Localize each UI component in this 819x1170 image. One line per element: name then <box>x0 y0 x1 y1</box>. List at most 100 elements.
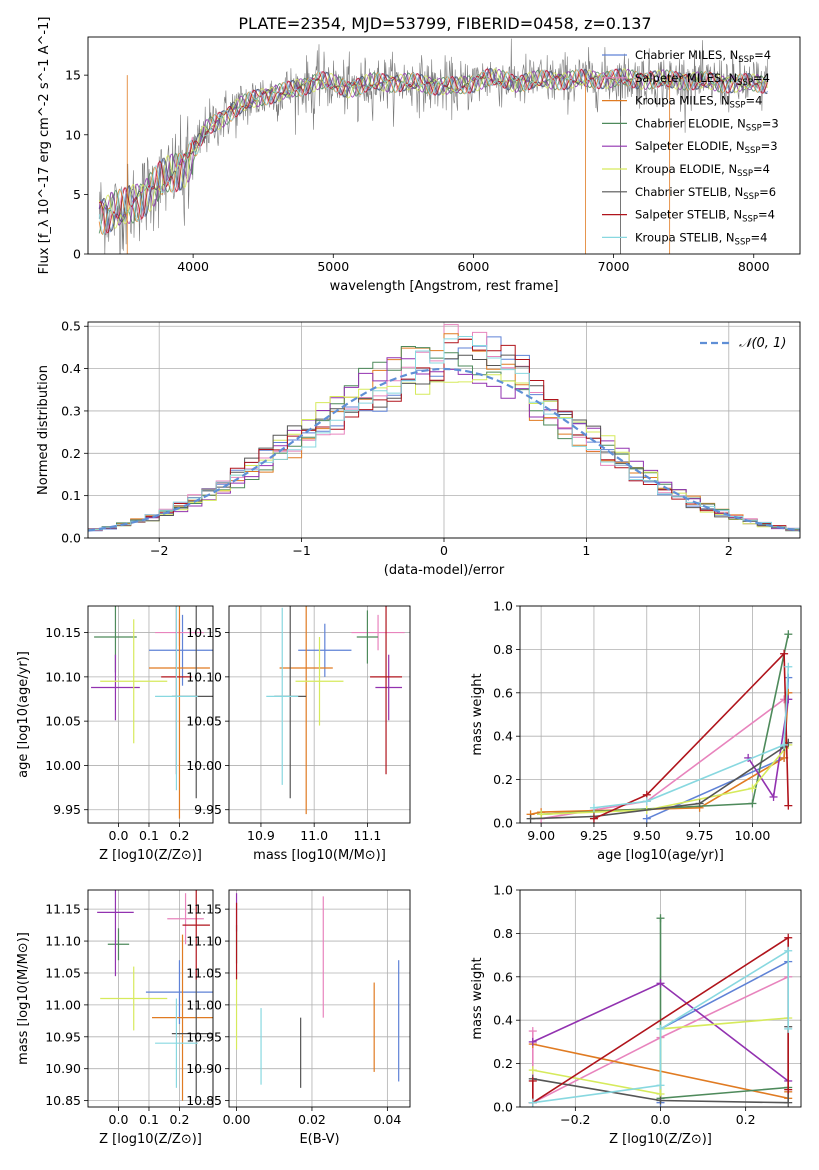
y-tick-label: 11.00 <box>45 997 81 1012</box>
x-tick-label: 7000 <box>598 259 630 274</box>
x-tick-label: 10.00 <box>735 828 771 843</box>
legend-label-count: =6 <box>759 185 776 199</box>
legend-label: Salpeter ELODIE, NSSP=3 <box>635 139 778 156</box>
legend-label: 𝒩(0, 1) <box>739 336 786 351</box>
legend-label-count: =4 <box>753 162 770 176</box>
y-tick-label: 10.90 <box>186 1061 222 1076</box>
legend-label: Chabrier ELODIE, NSSP=3 <box>635 116 779 133</box>
x-axis-label: age [log10(age/yr)] <box>597 848 724 863</box>
y-tick-label: 11.00 <box>186 997 222 1012</box>
mass_vs_Z-points <box>97 890 213 1101</box>
y-tick-label: 0.5 <box>61 319 81 334</box>
spectrum-model-chabrier-elodie <box>98 69 768 234</box>
age_vs_mass-points <box>266 606 405 815</box>
mass_weight_vs_Z-axes: −0.2 0.0 0.2 0.0 0.2 0.4 0.6 0.8 1.0 Z [log10(Z/Z… <box>470 883 802 1147</box>
y-axis-label: Flux [f_λ 10^-17 erg cm^-2 s^-1 A^-1] <box>37 17 52 275</box>
y-axis-label: mass weight <box>470 957 485 1039</box>
y-tick-label: 0.0 <box>493 1100 513 1115</box>
residuals-axes: −2 −1 0 1 2 0.0 0.1 0.2 0.3 0.4 0.5 (data-model)/er… <box>36 319 801 578</box>
legend-subscript: SSP <box>737 169 753 179</box>
x-tick-label: 9.25 <box>580 828 608 843</box>
line-salpeter-stelib <box>593 651 790 820</box>
y-tick-label: 11.15 <box>45 902 81 917</box>
y-tick-label: 1.0 <box>493 599 513 614</box>
x-tick-label: 0.2 <box>736 1112 756 1127</box>
age_vs_Z-axes: 0.0 0.1 0.2 9.95 10.00 10.05 10.10 10.15 Z [log1… <box>16 605 214 863</box>
legend-label-count: =4 <box>754 48 771 62</box>
y-tick-label: 0.0 <box>493 816 513 831</box>
x-tick-label: 8000 <box>738 259 770 274</box>
x-tick-label: 0.0 <box>109 828 129 843</box>
x-tick-label: 9.75 <box>686 828 714 843</box>
plot-frame <box>228 889 411 1108</box>
x-tick-label: 0.1 <box>139 828 159 843</box>
mass_vs_ebv-points <box>235 893 400 1088</box>
x-tick-label: 0.02 <box>298 1112 326 1127</box>
y-tick-label: 10.15 <box>45 625 81 640</box>
y-tick-label: 11.15 <box>186 902 222 917</box>
y-tick-label: 0.6 <box>493 969 513 984</box>
y-tick-label: 0.4 <box>493 729 513 744</box>
age_vs_Z-points <box>91 606 213 819</box>
x-tick-label: 5000 <box>317 259 349 274</box>
y-axis-label: mass [log10(M/M⊙)] <box>16 932 31 1065</box>
residuals-legend: 𝒩(0, 1) <box>700 336 786 351</box>
y-tick-label: 10.00 <box>45 758 81 773</box>
y-tick-label: 10.05 <box>45 714 81 729</box>
y-tick-label: 10.90 <box>45 1061 81 1076</box>
y-tick-label: 0.3 <box>61 403 81 418</box>
y-tick-label: 0.1 <box>61 488 81 503</box>
y-tick-label: 10.95 <box>186 1029 222 1044</box>
legend-subscript: SSP <box>743 192 759 202</box>
legend-label-count: =3 <box>761 139 778 153</box>
x-tick-label: 1 <box>582 543 590 558</box>
line-salpeter-miles <box>540 692 789 820</box>
legend-label-count: =4 <box>758 208 775 222</box>
y-tick-label: 10.95 <box>45 1029 81 1044</box>
mass_weight_vs_Z-lines <box>528 914 793 1107</box>
x-tick-label: 4000 <box>177 259 209 274</box>
mass_vs_ebv-axes: 0.00 0.02 0.04 10.85 10.90 10.95 11.00 11.05 11.… <box>186 889 411 1147</box>
y-axis-label: age [log10(age/yr)] <box>16 651 31 778</box>
legend-subscript: SSP <box>738 55 754 65</box>
age_vs_mass-axes: 10.9 11.0 11.1 9.95 10.00 10.05 10.10 10.15 mass… <box>186 605 411 863</box>
spectrum-axes: 4000 5000 6000 7000 8000 0 5 10 15 wavelength [An… <box>37 17 801 294</box>
legend-label-count: =4 <box>745 94 762 108</box>
y-tick-label: 0.2 <box>61 446 81 461</box>
plot-frame <box>87 36 801 255</box>
legend-subscript: SSP <box>737 78 753 88</box>
x-tick-label: 2 <box>725 543 733 558</box>
y-tick-label: 0.8 <box>493 926 513 941</box>
y-tick-label: 10.00 <box>186 758 222 773</box>
legend-label-count: =4 <box>753 71 770 85</box>
y-tick-label: 0.2 <box>493 1056 513 1071</box>
x-tick-label: −1 <box>292 543 310 558</box>
x-tick-label: 0.0 <box>109 1112 129 1127</box>
legend-label: Chabrier STELIB, NSSP=6 <box>635 185 776 202</box>
x-axis-label: Z [log10(Z/Z⊙)] <box>99 848 202 863</box>
spectrum-series <box>98 38 768 254</box>
y-tick-label: 11.10 <box>45 934 81 949</box>
x-axis-label: wavelength [Angstrom, rest frame] <box>330 279 559 294</box>
plot-frame <box>519 605 802 824</box>
x-tick-label: 0 <box>440 543 448 558</box>
spectrum-model-salpeter-stelib <box>98 68 768 234</box>
histogram-series <box>88 324 800 533</box>
y-tick-label: 9.95 <box>53 802 81 817</box>
y-tick-label: 0.4 <box>493 1013 513 1028</box>
mass_vs_Z-axes: 0.0 0.1 0.2 10.85 10.90 10.95 11.00 11.05 11.10 1… <box>16 889 214 1147</box>
legend-label: Kroupa MILES, NSSP=4 <box>635 94 762 111</box>
legend-subscript: SSP <box>730 101 746 111</box>
line-kroupa-elodie <box>541 744 789 816</box>
legend-subscript: SSP <box>746 123 762 133</box>
legend-subscript: SSP <box>742 215 758 225</box>
x-tick-label: 0.2 <box>170 828 190 843</box>
y-tick-label: 10.10 <box>45 669 81 684</box>
x-tick-label: 0.0 <box>651 1112 671 1127</box>
legend-subscript: SSP <box>735 237 751 247</box>
plot-frame <box>87 605 214 824</box>
x-tick-label: −0.2 <box>560 1112 590 1127</box>
x-tick-label: 11.1 <box>353 828 381 843</box>
